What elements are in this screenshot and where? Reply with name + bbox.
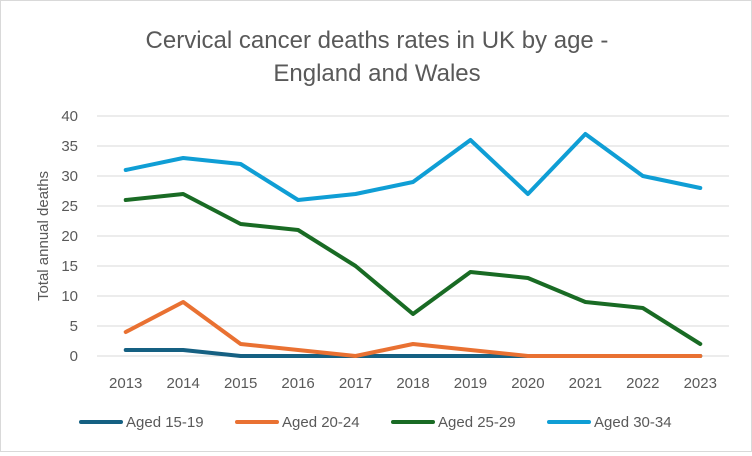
legend-label: Aged 15-19	[126, 414, 204, 431]
legend-item[interactable]: Aged 30-34	[547, 414, 672, 431]
x-tick-label: 2015	[224, 375, 257, 392]
legend-label: Aged 20-24	[282, 414, 360, 431]
x-tick-label: 2017	[339, 375, 372, 392]
legend-item[interactable]: Aged 15-19	[79, 414, 204, 431]
legend-item[interactable]: Aged 20-24	[235, 414, 360, 431]
y-tick-label: 0	[70, 348, 78, 365]
x-tick-label: 2020	[511, 375, 544, 392]
y-tick-label: 15	[61, 258, 78, 275]
chart-title-line-2: England and Wales	[273, 60, 480, 87]
y-tick-label: 35	[61, 138, 78, 155]
y-axis-label: Total annual deaths	[35, 171, 52, 301]
x-tick-label: 2016	[281, 375, 314, 392]
series-line-aged-20-24	[123, 300, 703, 358]
x-tick-label: 2013	[109, 375, 142, 392]
legend-label: Aged 25-29	[438, 414, 516, 431]
y-tick-label: 20	[61, 228, 78, 245]
y-tick-label: 5	[70, 318, 78, 335]
x-tick-label: 2018	[396, 375, 429, 392]
x-tick-label: 2019	[454, 375, 487, 392]
x-tick-label: 2023	[684, 375, 717, 392]
series-line-aged-30-34	[123, 132, 703, 202]
series-line-aged-25-29	[123, 192, 703, 346]
chart-title-line-1: Cervical cancer deaths rates in UK by ag…	[146, 27, 609, 54]
x-tick-label: 2021	[569, 375, 602, 392]
legend-label: Aged 30-34	[594, 414, 672, 431]
y-tick-label: 25	[61, 198, 78, 215]
y-tick-label: 30	[61, 168, 78, 185]
legend-item[interactable]: Aged 25-29	[391, 414, 516, 431]
y-tick-label: 10	[61, 288, 78, 305]
x-tick-label: 2022	[626, 375, 659, 392]
x-tick-label: 2014	[166, 375, 199, 392]
y-tick-label: 40	[61, 108, 78, 125]
